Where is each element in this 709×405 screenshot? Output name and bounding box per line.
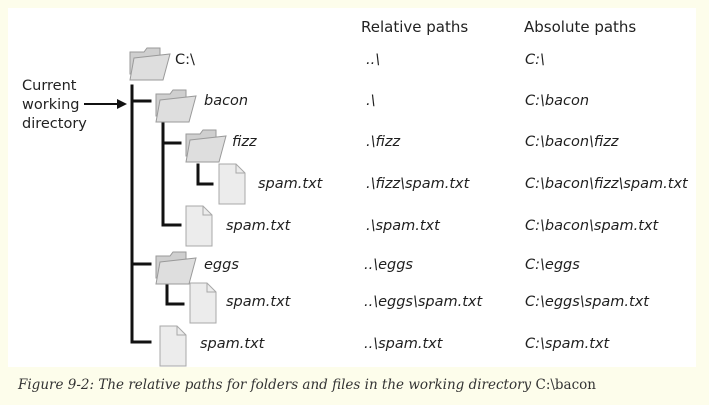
relative-path: .\fizz\spam.txt	[366, 176, 470, 192]
file-icon	[218, 163, 246, 205]
file-icon	[159, 325, 187, 367]
absolute-path: C:\bacon\spam.txt	[525, 218, 659, 234]
arrow-icon	[84, 99, 127, 109]
relative-path: .\spam.txt	[366, 218, 440, 234]
caption-path: C:\bacon	[535, 377, 596, 393]
tree-node-name: fizz	[232, 134, 257, 150]
folder-icon	[155, 251, 197, 285]
relative-path: ..\	[366, 52, 381, 68]
tree-node-name: spam.txt	[226, 294, 291, 310]
file-icon	[189, 282, 217, 324]
caption-italic: Figure 9-2: The relative paths for folde…	[18, 377, 536, 393]
absolute-path: C:\bacon\fizz\spam.txt	[525, 176, 688, 192]
absolute-path: C:\bacon	[525, 93, 590, 109]
relative-path: .\fizz	[366, 134, 401, 150]
directory-tree-figure: Relative paths Absolute paths Current wo…	[8, 8, 696, 367]
tree-node-name: spam.txt	[200, 336, 265, 352]
figure-caption: Figure 9-2: The relative paths for folde…	[18, 377, 596, 393]
folder-icon	[155, 89, 197, 123]
tree-lines	[84, 47, 246, 367]
relative-paths-header: Relative paths	[361, 18, 469, 36]
absolute-path: C:\	[525, 52, 545, 68]
folder-icon	[185, 129, 227, 163]
absolute-path: C:\eggs	[525, 257, 580, 273]
relative-path: ..\eggs	[364, 257, 413, 273]
folder-icon	[129, 47, 171, 81]
file-icon	[185, 205, 213, 247]
absolute-path: C:\spam.txt	[525, 336, 610, 352]
tree-node-name: bacon	[204, 93, 249, 109]
current-working-directory-label: Current working directory	[22, 78, 87, 132]
tree-node-name: spam.txt	[226, 218, 291, 234]
tree-node-name: eggs	[204, 257, 239, 273]
absolute-paths-header: Absolute paths	[524, 18, 637, 36]
relative-path: ..\spam.txt	[364, 336, 443, 352]
tree-node-name: spam.txt	[258, 176, 323, 192]
relative-path: .\	[366, 93, 376, 109]
tree-node-name: C:\	[175, 52, 195, 68]
relative-path: ..\eggs\spam.txt	[364, 294, 483, 310]
absolute-path: C:\eggs\spam.txt	[525, 294, 649, 310]
absolute-path: C:\bacon\fizz	[525, 134, 619, 150]
